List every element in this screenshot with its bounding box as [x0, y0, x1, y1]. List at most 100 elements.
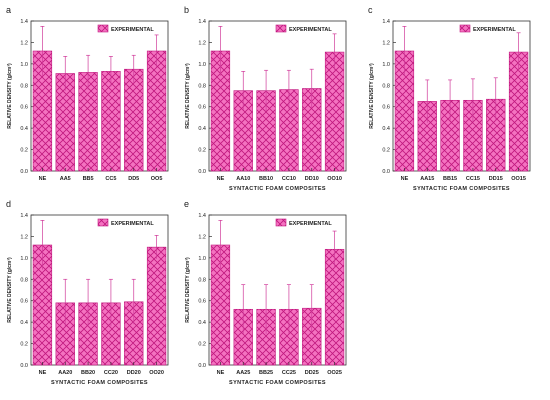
x-tick-label-AA10: AA10	[236, 176, 250, 182]
x-tick-label-DD20: DD20	[127, 370, 141, 376]
y-tick-label: 0.6	[20, 105, 28, 111]
y-tick-label: 0.8	[20, 277, 28, 283]
y-tick-label: 0.4	[20, 320, 28, 326]
y-tick-label: 0.0	[382, 169, 390, 175]
x-axis-label: SYNTACTIC FOAM COMPOSITES	[229, 186, 326, 192]
y-tick-label: 1.4	[20, 19, 28, 25]
legend-label: EXPERIMENTAL	[111, 221, 154, 227]
chart-panel-b: b 0.0 0.2 0.4 0.6 0.8 1.0 1.2 1.4 RELATIVE DENSIT…	[184, 5, 347, 192]
chart-panel-d: d 0.0 0.2 0.4 0.6 0.8 1.0 1.2 1.4 RELATIVE DENSIT…	[6, 199, 169, 386]
y-axis-label: RELATIVE DENSITY (g/cm³)	[7, 257, 13, 323]
x-tick-label-DD10: DD10	[305, 176, 319, 182]
x-tick-label-AA25: AA25	[236, 370, 250, 376]
plot-frame	[392, 20, 531, 172]
x-tick-label-DD5: DD5	[128, 176, 139, 182]
x-tick-label-BB5: BB5	[83, 176, 94, 182]
x-tick-label-CC25: CC25	[282, 370, 296, 376]
y-tick-label: 0.8	[198, 83, 206, 89]
y-axis-label: RELATIVE DENSITY (g/cm³)	[185, 257, 191, 323]
y-tick-label: 0.0	[198, 363, 206, 369]
legend-label: EXPERIMENTAL	[473, 27, 516, 33]
y-tick-label: 1.4	[20, 213, 28, 219]
y-tick-label: 0.6	[198, 105, 206, 111]
y-tick-label: 0.4	[382, 126, 390, 132]
y-tick-label: 1.2	[198, 40, 206, 46]
x-tick-label-CC20: CC20	[104, 370, 118, 376]
x-tick-label-DD25: DD25	[305, 370, 319, 376]
chart-panel-e: e 0.0 0.2 0.4 0.6 0.8 1.0 1.2 1.4 RELATIVE DENSIT…	[184, 199, 347, 386]
panel-letter: b	[184, 5, 189, 15]
panel-letter: c	[368, 5, 373, 15]
chart-panel-a: a 0.0 0.2 0.4 0.6 0.8 1.0 1.2 1.4 RELATIVE DENSIT…	[6, 5, 169, 182]
plot-frame	[30, 214, 169, 366]
y-tick-label: 1.2	[20, 234, 28, 240]
x-tick-label-DD15: DD15	[489, 176, 503, 182]
y-tick-label: 1.2	[382, 40, 390, 46]
x-tick-label-OO10: OO10	[327, 176, 342, 182]
y-tick-label: 0.6	[382, 105, 390, 111]
y-tick-label: 0.4	[20, 126, 28, 132]
y-tick-label: 0.2	[198, 148, 206, 154]
x-tick-label-OO20: OO20	[149, 370, 164, 376]
x-axis-label: SYNTACTIC FOAM COMPOSITES	[413, 186, 510, 192]
y-tick-label: 0.0	[20, 363, 28, 369]
legend-swatch	[275, 24, 287, 33]
legend-swatch	[459, 24, 471, 33]
x-tick-label-NE: NE	[39, 176, 47, 182]
x-tick-label-NE: NE	[217, 176, 225, 182]
x-tick-label-CC5: CC5	[105, 176, 116, 182]
y-tick-label: 1.2	[198, 234, 206, 240]
x-tick-label-AA20: AA20	[58, 370, 72, 376]
panel-letter: d	[6, 199, 11, 209]
y-tick-label: 1.0	[198, 62, 206, 68]
y-tick-label: 0.2	[198, 342, 206, 348]
panel-letter: a	[6, 5, 11, 15]
x-tick-label-BB15: BB15	[443, 176, 457, 182]
chart-panel-c: c 0.0 0.2 0.4 0.6 0.8 1.0 1.2 1.4 RELATIVE DENSIT…	[368, 5, 531, 192]
panel-letter: e	[184, 199, 189, 209]
y-tick-label: 0.8	[198, 277, 206, 283]
x-tick-label-NE: NE	[39, 370, 47, 376]
y-tick-label: 0.2	[20, 148, 28, 154]
x-tick-label-OO25: OO25	[327, 370, 342, 376]
plot-frame	[208, 214, 347, 366]
y-tick-label: 0.0	[20, 169, 28, 175]
y-tick-label: 0.2	[20, 342, 28, 348]
y-axis-label: RELATIVE DENSITY (g/cm³)	[369, 63, 375, 129]
x-tick-label-BB10: BB10	[259, 176, 273, 182]
y-axis-label: RELATIVE DENSITY (g/cm³)	[7, 63, 13, 129]
y-tick-label: 0.0	[198, 169, 206, 175]
bar-OO5	[146, 50, 167, 172]
bar-DD5	[124, 68, 144, 172]
x-tick-label-CC10: CC10	[282, 176, 296, 182]
y-tick-label: 0.8	[20, 83, 28, 89]
x-axis-label: SYNTACTIC FOAM COMPOSITES	[51, 380, 148, 386]
y-tick-label: 0.4	[198, 320, 206, 326]
plot-frame	[208, 20, 347, 172]
x-axis-label: SYNTACTIC FOAM COMPOSITES	[229, 380, 326, 386]
y-tick-label: 1.4	[382, 19, 390, 25]
y-tick-label: 0.8	[382, 83, 390, 89]
plot-frame	[30, 20, 169, 172]
bar-OO20	[146, 246, 167, 366]
legend-label: EXPERIMENTAL	[289, 27, 332, 33]
y-tick-label: 0.6	[20, 299, 28, 305]
y-tick-label: 0.6	[198, 299, 206, 305]
x-tick-label-CC15: CC15	[466, 176, 480, 182]
legend-swatch	[97, 218, 109, 227]
y-tick-label: 0.2	[382, 148, 390, 154]
x-tick-label-BB25: BB25	[259, 370, 273, 376]
legend-label: EXPERIMENTAL	[289, 221, 332, 227]
y-axis-label: RELATIVE DENSITY (g/cm³)	[185, 63, 191, 129]
x-tick-label-OO5: OO5	[151, 176, 163, 182]
x-tick-label-BB20: BB20	[81, 370, 95, 376]
legend-swatch	[275, 218, 287, 227]
y-tick-label: 1.2	[20, 40, 28, 46]
legend-swatch	[97, 24, 109, 33]
x-tick-label-OO15: OO15	[511, 176, 526, 182]
y-tick-label: 1.4	[198, 19, 206, 25]
y-tick-label: 1.0	[198, 256, 206, 262]
legend-label: EXPERIMENTAL	[111, 27, 154, 33]
y-tick-label: 1.0	[382, 62, 390, 68]
